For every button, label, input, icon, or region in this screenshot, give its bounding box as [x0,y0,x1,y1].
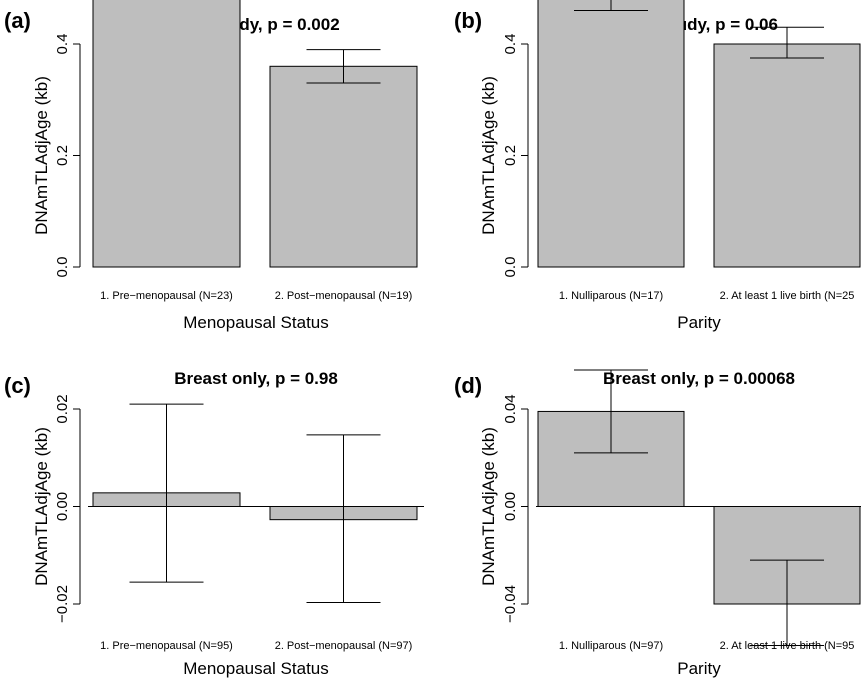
y-axis-label: DNAmTLAdjAge (kb) [32,427,51,586]
bar [537,0,685,268]
panel-letter: (a) [4,8,31,33]
y-tick-label: 0.00 [54,492,71,521]
error-bar [750,559,824,646]
bar [92,0,241,268]
category-label: 1. Pre−menopausal (N=23) [100,290,233,302]
bar [269,65,418,268]
category-label: 1. Pre−menopausal (N=95) [100,640,233,652]
chart-panel: (d) Breast only, p = 0.00068 DNAmTLAdjAge … [454,369,861,678]
y-axis-label: DNAmTLAdjAge (kb) [479,76,498,235]
x-axis-label: Menopausal Status [183,659,329,678]
x-axis-label: Parity [677,659,721,678]
y-tick-label: 0.4 [54,34,71,55]
error-bar [574,0,648,12]
chart-panel: (c) Breast only, p = 0.98 DNAmTLAdjAge (kb… [4,369,424,678]
category-label: 1. Nulliparous (N=17) [559,290,663,302]
y-tick-label: 0.02 [54,394,71,423]
y-axis-label: DNAmTLAdjAge (kb) [479,427,498,586]
category-label: 2. At least 1 live birth (N=25 [720,290,855,302]
category-label: 2. Post−menopausal (N=19) [275,290,413,302]
error-bar [306,434,381,604]
error-bar [574,369,648,454]
x-axis-label: Menopausal Status [183,313,329,332]
category-label: 2. At least 1 live birth (N=95 [720,640,855,652]
bar [713,43,861,268]
y-tick-label: −0.04 [502,585,519,623]
y-tick-label: 0.00 [502,492,519,521]
y-tick-label: 0.4 [502,34,519,55]
panel-letter: (d) [454,373,482,398]
y-tick-label: 0.2 [502,145,519,166]
panel-title: Breast only, p = 0.98 [174,369,338,388]
error-bar [306,49,381,84]
y-tick-label: −0.02 [54,585,71,623]
category-label: 1. Nulliparous (N=97) [559,640,663,652]
panel-letter: (b) [454,8,482,33]
panel-letter: (c) [4,373,31,398]
y-axis-label: DNAmTLAdjAge (kb) [32,76,51,235]
y-tick-label: 0.0 [502,257,519,278]
error-bar [129,403,204,583]
category-label: 2. Post−menopausal (N=97) [275,640,413,652]
y-tick-label: 0.2 [54,145,71,166]
x-axis-label: Parity [677,313,721,332]
error-bar [750,26,824,59]
y-tick-label: 0.04 [502,394,519,423]
panel-title: Breast only, p = 0.00068 [603,369,795,388]
y-tick-label: 0.0 [54,257,71,278]
